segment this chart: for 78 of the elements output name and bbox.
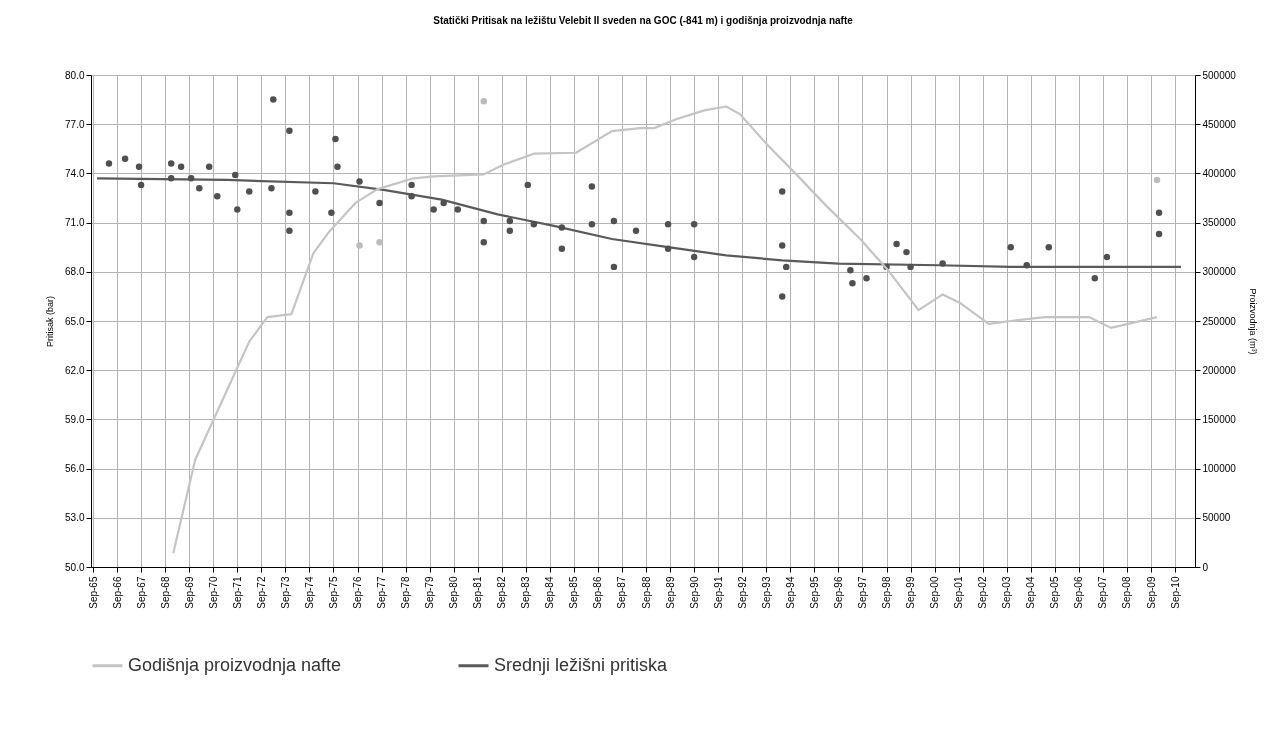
y-tick-label: 53.0: [65, 512, 85, 524]
legend-label: Srednji ležišni pritiska: [494, 654, 669, 675]
x-tick-label: Sep-97: [856, 576, 868, 609]
x-tick-label: Sep-06: [1073, 576, 1085, 609]
x-tick-label: Sep-76: [352, 576, 364, 609]
x-tick-label: Sep-98: [881, 576, 893, 609]
y-tick-label: 50.0: [65, 561, 85, 573]
y-tick-label: 68.0: [65, 266, 85, 278]
y2-tick-label: 150000: [1202, 413, 1237, 425]
x-tick-label: Sep-04: [1025, 576, 1037, 609]
point: [356, 242, 363, 249]
y2-axis-title: Proizvodnja (m³): [1247, 288, 1258, 355]
x-tick-label: Sep-86: [592, 576, 604, 609]
y-tick-label: 77.0: [65, 118, 85, 130]
x-tick-label: Sep-66: [111, 576, 123, 609]
y2-tick-label: 50000: [1202, 512, 1231, 524]
x-tick-label: Sep-00: [929, 576, 941, 609]
y-tick-label: 56.0: [65, 463, 85, 475]
x-tick-label: Sep-07: [1097, 576, 1109, 609]
x-tick-label: Sep-94: [784, 576, 796, 609]
x-tick-label: Sep-73: [279, 576, 291, 609]
x-tick-label: Sep-85: [568, 576, 580, 609]
point: [1153, 176, 1161, 184]
y2-tick-label: 350000: [1202, 217, 1237, 229]
x-tick-label: Sep-71: [231, 576, 243, 609]
x-tick-label: Sep-84: [544, 576, 556, 609]
x-tick-label: Sep-75: [327, 576, 339, 609]
y2-tick-label: 400000: [1202, 167, 1237, 179]
y-tick-label: 71.0: [65, 217, 85, 229]
x-tick-label: Sep-03: [1001, 576, 1013, 609]
y-tick-label: 74.0: [65, 167, 85, 179]
y-axis-title: Pritisak (bar): [45, 295, 56, 348]
x-tick-label: Sep-95: [808, 576, 820, 609]
y2-tick-label: 250000: [1202, 315, 1237, 327]
x-tick-label: Sep-09: [1145, 576, 1157, 609]
x-tick-label: Sep-79: [424, 576, 436, 609]
y-tick-label: 65.0: [65, 315, 85, 327]
y2-tick-label: 100000: [1202, 463, 1237, 475]
x-tick-label: Sep-90: [688, 576, 700, 609]
x-tick-label: Sep-65: [87, 576, 99, 609]
y2-tick-label: 300000: [1202, 266, 1237, 278]
y-tick-label: 62.0: [65, 364, 85, 376]
y2-tick-label: 450000: [1202, 118, 1237, 130]
point: [480, 98, 487, 105]
x-tick-label: Sep-78: [400, 576, 412, 609]
x-tick-label: Sep-99: [905, 576, 917, 609]
y2-tick-label: 500000: [1202, 69, 1237, 81]
x-tick-label: Sep-82: [496, 576, 508, 609]
x-tick-label: Sep-80: [448, 576, 460, 609]
x-tick-label: Sep-10: [1169, 576, 1181, 609]
x-tick-label: Sep-89: [664, 576, 676, 609]
x-tick-label: Sep-96: [832, 576, 844, 609]
line-series: [172, 105, 1159, 555]
x-tick-label: Sep-88: [640, 576, 652, 609]
point: [376, 239, 383, 246]
x-tick-label: Sep-77: [376, 576, 388, 609]
x-tick-label: Sep-91: [712, 576, 724, 609]
y2-tick-label: 0: [1202, 561, 1209, 573]
x-tick-label: Sep-02: [977, 576, 989, 609]
x-tick-label: Sep-74: [303, 576, 315, 609]
x-tick-label: Sep-05: [1049, 576, 1061, 609]
x-tick-label: Sep-68: [159, 576, 171, 609]
y2-tick-label: 200000: [1202, 364, 1237, 376]
y-tick-label: 80.0: [65, 69, 85, 81]
x-tick-label: Sep-92: [736, 576, 748, 609]
x-tick-label: Sep-70: [207, 576, 219, 609]
legend-label: Godišnja proizvodnja nafte: [128, 654, 342, 675]
x-tick-label: Sep-83: [520, 576, 532, 609]
x-tick-label: Sep-87: [616, 576, 628, 609]
x-tick-label: Sep-08: [1121, 576, 1133, 609]
y-tick-label: 59.0: [65, 413, 85, 425]
x-tick-label: Sep-93: [760, 576, 772, 609]
x-tick-label: Sep-81: [472, 576, 484, 609]
chart-title: Statički Pritisak na ležištu Velebit II sveden na GOC (-841 m) i godišnja proizvodnja nafte: [433, 15, 854, 26]
x-tick-label: Sep-67: [135, 576, 147, 609]
x-tick-label: Sep-69: [183, 576, 195, 609]
x-tick-label: Sep-72: [255, 576, 267, 609]
x-tick-label: Sep-01: [953, 576, 965, 609]
